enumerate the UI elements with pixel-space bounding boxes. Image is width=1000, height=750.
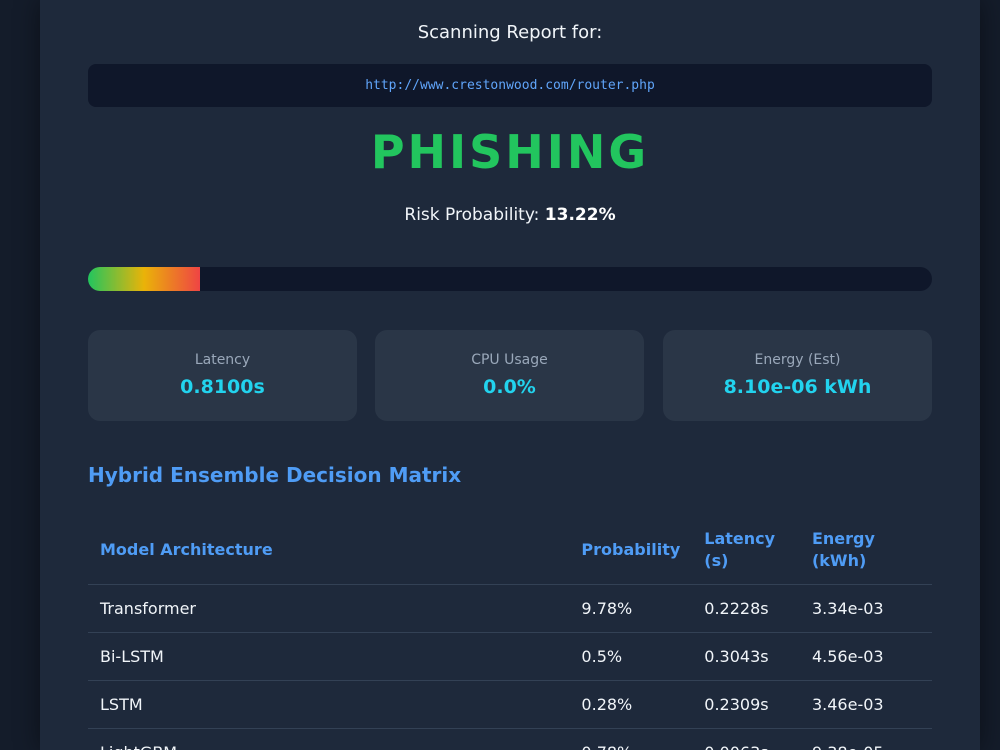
cpu-usage-label: CPU Usage: [471, 352, 548, 368]
risk-progress-bar: [88, 267, 932, 291]
cell-latency: 0.2228s: [692, 584, 800, 633]
report-heading: Scanning Report for:: [417, 22, 603, 43]
scanned-url[interactable]: http://www.crestonwood.com/router.php: [365, 78, 655, 93]
cell-latency: 0.3043s: [692, 632, 800, 681]
latency-label: Latency: [194, 352, 251, 368]
cell-energy: 3.46e-03: [799, 680, 932, 729]
verdict-label: PHISHING: [370, 125, 650, 179]
table-row: Bi-LSTM 0.5% 0.3043s 4.56e-03: [88, 632, 932, 681]
cell-model: Transformer: [88, 584, 570, 633]
risk-value: 13.22%: [544, 205, 616, 225]
cell-energy: 9.38e-05: [799, 728, 932, 750]
cpu-usage-value: 0.0%: [483, 376, 536, 398]
latency-card: Latency 0.8100s: [88, 330, 357, 421]
risk-label: Risk Probability:: [404, 205, 540, 225]
decision-matrix-table: Model Architecture Probability Latency (…: [88, 516, 932, 750]
risk-progress-fill: [88, 267, 200, 291]
energy-card: Energy (Est) 8.10e-06 kWh: [663, 330, 932, 421]
table-row: LSTM 0.28% 0.2309s 3.46e-03: [88, 680, 932, 729]
cell-probability: 0.78%: [569, 728, 693, 750]
risk-probability: Risk Probability: 13.22%: [40, 205, 980, 225]
cell-probability: 0.5%: [569, 632, 693, 681]
cell-model: LSTM: [88, 680, 570, 729]
cell-probability: 9.78%: [569, 584, 693, 633]
cell-model: LightGBM: [88, 728, 570, 750]
energy-value: 8.10e-06 kWh: [723, 376, 872, 398]
cell-latency: 0.2309s: [692, 680, 800, 729]
header-energy: Energy (kWh): [799, 516, 932, 585]
scanned-url-box: http://www.crestonwood.com/router.php: [88, 64, 932, 107]
header-latency: Latency (s): [692, 516, 800, 585]
latency-value: 0.8100s: [180, 376, 265, 398]
matrix-title: Hybrid Ensemble Decision Matrix: [88, 463, 462, 487]
cell-probability: 0.28%: [569, 680, 693, 729]
report-panel: Scanning Report for: http://www.crestonw…: [40, 0, 980, 750]
header-probability: Probability: [569, 516, 693, 585]
cell-energy: 3.34e-03: [799, 584, 932, 633]
cell-latency: 0.0063s: [692, 728, 800, 750]
cpu-usage-card: CPU Usage 0.0%: [375, 330, 644, 421]
cell-model: Bi-LSTM: [88, 632, 570, 681]
energy-label: Energy (Est): [754, 352, 841, 368]
table-header-row: Model Architecture Probability Latency (…: [88, 516, 932, 585]
header-model: Model Architecture: [88, 516, 570, 585]
table-row: LightGBM 0.78% 0.0063s 9.38e-05: [88, 728, 932, 750]
table-row: Transformer 9.78% 0.2228s 3.34e-03: [88, 584, 932, 633]
cell-energy: 4.56e-03: [799, 632, 932, 681]
